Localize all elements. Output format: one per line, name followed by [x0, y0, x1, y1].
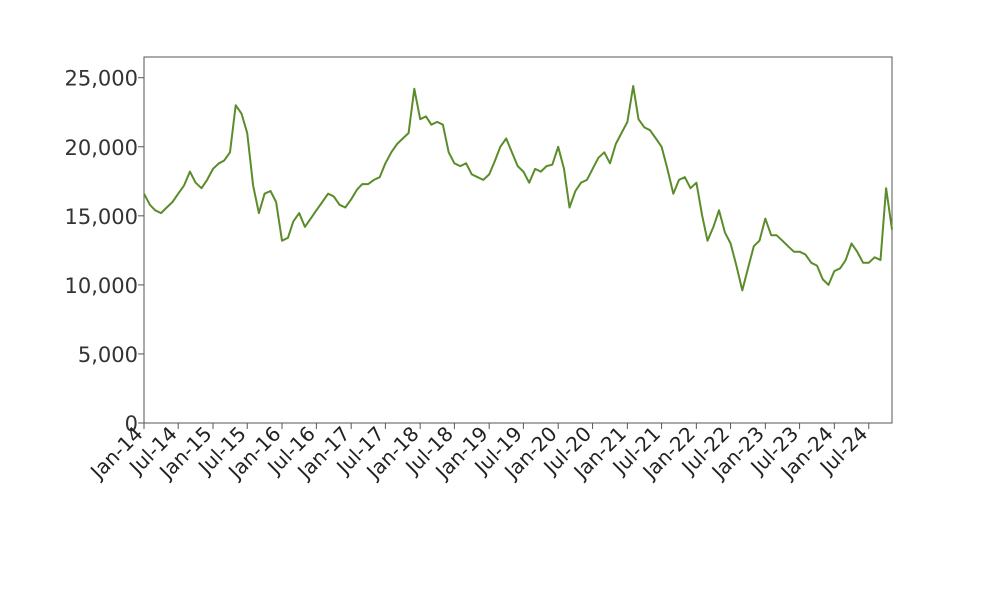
series-layer	[143, 85, 893, 292]
y-tick-label: 20,000	[65, 136, 138, 160]
y-tick-label: 25,000	[65, 67, 138, 91]
y-tick-label: 0	[125, 412, 138, 436]
y-axis: 0 5,000 10,000 15,000 20,000 25,000	[65, 67, 144, 436]
series-line	[143, 85, 893, 292]
y-tick-label: 15,000	[65, 205, 138, 229]
x-axis: Jan-14Jul-14Jan-15Jul-15Jan-16Jul-16Jan-…	[84, 422, 872, 485]
y-tick-label: 5,000	[78, 343, 138, 367]
plot-area	[143, 56, 893, 424]
y-tick-label: 10,000	[65, 274, 138, 298]
plot-border	[143, 56, 893, 424]
